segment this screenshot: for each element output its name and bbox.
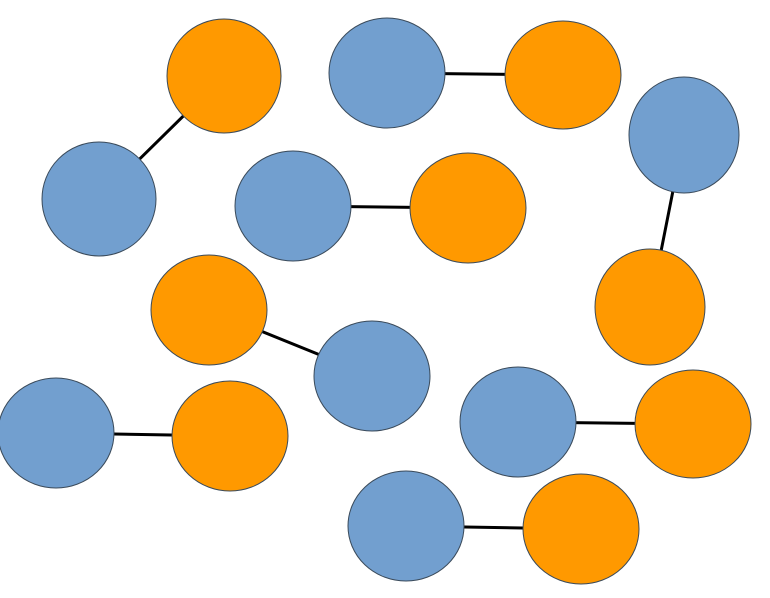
blue-node-2 (328, 17, 446, 129)
blue-node-3 (628, 76, 740, 194)
blue-node-1 (41, 141, 157, 257)
blue-node-8 (347, 470, 465, 582)
blue-node-6 (0, 377, 115, 489)
blue-node-4 (234, 150, 352, 262)
orange-node-6 (171, 380, 289, 492)
orange-node-8 (522, 473, 640, 585)
orange-node-2 (504, 20, 622, 130)
nodes-layer (0, 17, 752, 585)
orange-node-5 (150, 254, 268, 366)
blue-node-5 (313, 320, 431, 432)
orange-node-7 (634, 369, 752, 479)
orange-node-1 (166, 18, 282, 134)
orange-node-4 (409, 152, 527, 264)
blue-node-7 (459, 366, 577, 478)
orange-node-3 (594, 248, 706, 366)
